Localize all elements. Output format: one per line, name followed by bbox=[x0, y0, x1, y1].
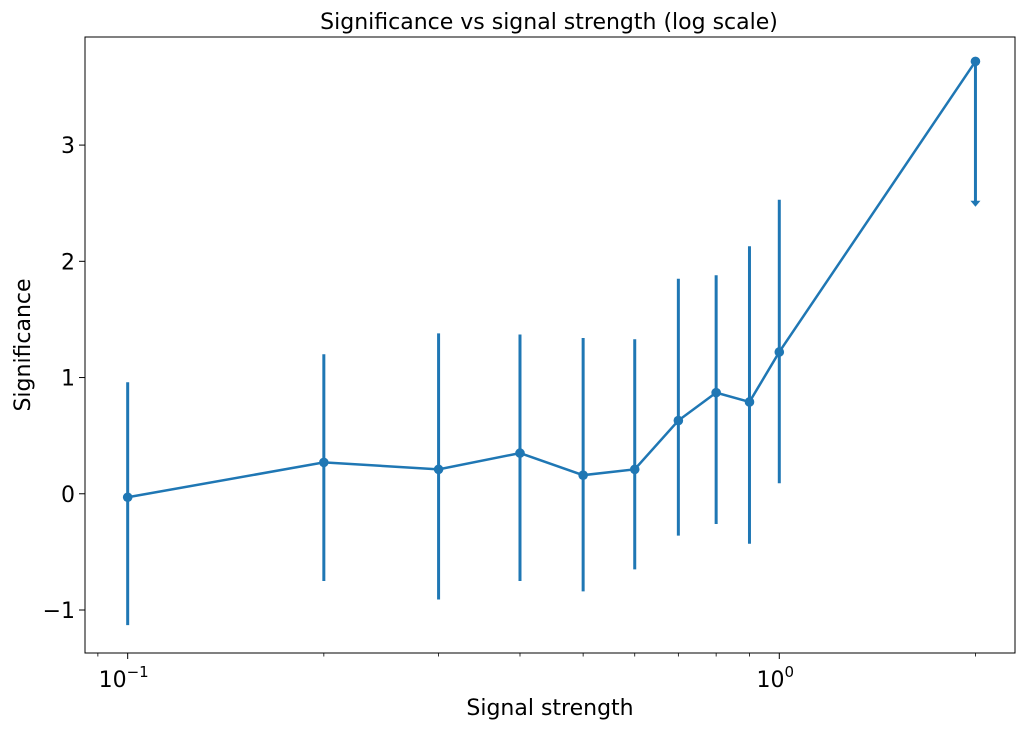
y-axis-label: Significance bbox=[11, 278, 36, 411]
y-tick-label: 0 bbox=[61, 483, 75, 508]
data-point bbox=[578, 470, 588, 480]
data-point bbox=[774, 347, 784, 357]
data-point bbox=[674, 416, 684, 426]
data-point bbox=[434, 465, 444, 475]
data-point bbox=[630, 465, 640, 475]
data-point bbox=[319, 458, 329, 468]
y-tick-label: 2 bbox=[61, 250, 75, 275]
x-axis-label: Signal strength bbox=[466, 696, 633, 721]
y-tick-label: −1 bbox=[43, 599, 75, 624]
chart-title: Significance vs signal strength (log sca… bbox=[320, 10, 778, 35]
data-point bbox=[515, 448, 525, 458]
data-point bbox=[745, 397, 755, 407]
y-tick-label: 1 bbox=[61, 367, 75, 392]
data-point bbox=[123, 492, 133, 502]
data-point bbox=[971, 57, 981, 67]
y-tick-label: 3 bbox=[61, 134, 75, 159]
data-point bbox=[711, 388, 721, 398]
